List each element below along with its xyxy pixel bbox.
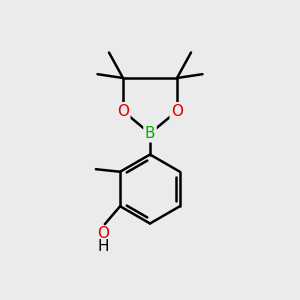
Text: O: O bbox=[97, 226, 109, 241]
Text: H: H bbox=[98, 239, 109, 254]
Text: O: O bbox=[171, 103, 183, 118]
Text: O: O bbox=[117, 103, 129, 118]
Text: B: B bbox=[145, 126, 155, 141]
